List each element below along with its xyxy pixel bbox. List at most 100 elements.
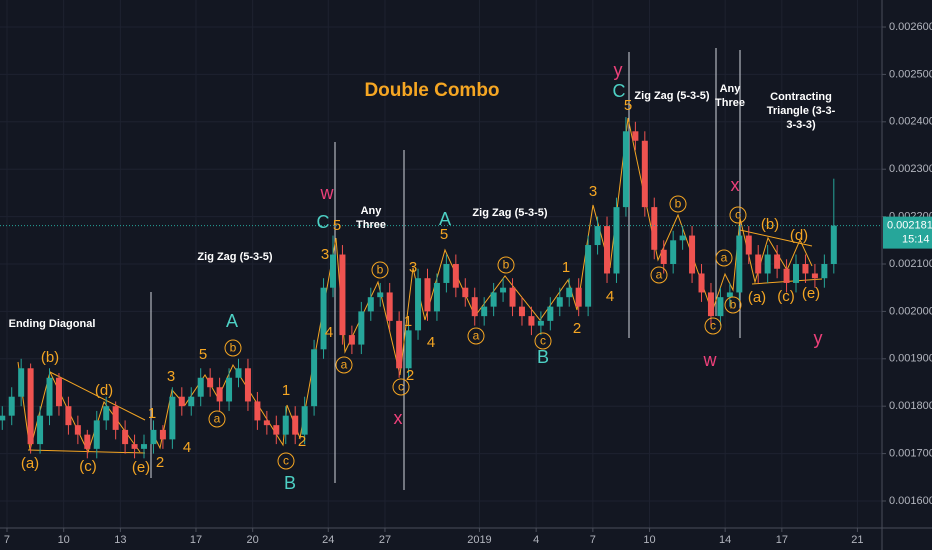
wave-label: w — [320, 183, 334, 203]
x-tick-label: 10 — [58, 534, 70, 546]
wave-label: (a) — [747, 289, 767, 306]
candle-body — [528, 316, 535, 326]
wave-label: c — [277, 452, 295, 470]
candle-body — [651, 207, 658, 250]
candle-body — [329, 254, 336, 288]
candle-body — [282, 415, 289, 435]
x-tick-label: 2019 — [467, 534, 491, 546]
candle-body — [254, 401, 261, 421]
candle-body — [537, 320, 544, 326]
candle-body — [793, 264, 800, 283]
wave-label: Any Three — [356, 205, 386, 231]
candle-body — [632, 131, 639, 141]
candle-body — [122, 429, 129, 445]
wave-label: A — [438, 209, 452, 229]
candle-body — [188, 396, 195, 407]
wave-label: Zig Zag (5-3-5) — [197, 251, 273, 263]
candle-body — [736, 235, 743, 293]
candle-body — [405, 330, 412, 369]
candle-body — [226, 377, 233, 402]
candle-body — [585, 245, 592, 307]
wave-label: Any Three — [715, 83, 745, 109]
candle-body — [150, 429, 157, 445]
wave-label: 1 — [403, 313, 413, 330]
candle-body — [27, 368, 34, 445]
wave-label: a — [715, 249, 733, 267]
wave-label: C — [612, 81, 626, 101]
candle-body — [509, 287, 516, 307]
wave-label: y — [613, 60, 623, 80]
wave-label: 4 — [182, 439, 192, 456]
wave-label: 4 — [324, 324, 334, 341]
wave-line — [17, 361, 141, 454]
candle-body — [197, 377, 204, 397]
wave-label: x — [730, 175, 740, 195]
x-tick-label: 24 — [322, 534, 334, 546]
candle-body — [367, 297, 374, 312]
candle-body — [415, 278, 422, 331]
candle-body — [377, 292, 384, 298]
candle-body — [348, 335, 355, 345]
wave-line — [739, 229, 813, 247]
wave-label: b — [669, 195, 687, 213]
candle-body — [301, 406, 308, 435]
wave-label: (e) — [131, 459, 151, 476]
candle-body — [93, 420, 100, 449]
wave-label: 1 — [147, 405, 157, 422]
wave-label: w — [703, 350, 717, 370]
countdown: 15:14 — [902, 234, 930, 246]
wave-label: 4 — [426, 334, 436, 351]
candle-body — [556, 297, 563, 307]
wave-label: Double Combo — [364, 80, 500, 101]
candle-body — [613, 207, 620, 274]
x-tick-label: 20 — [247, 534, 259, 546]
wave-label: Zig Zag (5-3-5) — [472, 207, 548, 219]
wave-label: a — [208, 410, 226, 428]
candle-body — [8, 396, 15, 416]
y-tick-label: 0.002000 — [889, 305, 932, 317]
candle-body — [433, 282, 440, 312]
x-tick-label: 4 — [533, 534, 539, 546]
candle-body — [689, 235, 696, 274]
candle-body — [207, 377, 214, 388]
wave-label: (a) — [20, 455, 40, 472]
candle-body — [726, 292, 733, 298]
wave-label: (d) — [94, 382, 114, 399]
candle-body — [74, 425, 81, 435]
y-tick-label: 0.002300 — [889, 163, 932, 175]
candle-body — [273, 425, 280, 435]
y-tick-label: 0.002500 — [889, 68, 932, 80]
candle-body — [37, 415, 44, 445]
candle-body — [707, 292, 714, 317]
wave-label: b — [497, 256, 515, 274]
candle-body — [292, 415, 299, 435]
wave-label: y — [813, 328, 823, 348]
wave-label: 3 — [408, 259, 418, 276]
candle-body — [103, 406, 110, 421]
x-tick-label: 21 — [851, 534, 863, 546]
wave-label: 2 — [405, 367, 415, 384]
candle-body — [263, 420, 270, 426]
candle-body — [717, 297, 724, 317]
x-tick-label: 14 — [719, 534, 731, 546]
wave-label: b — [724, 296, 742, 314]
candle-body — [235, 368, 242, 378]
wave-label: B — [283, 473, 297, 493]
candle-body — [443, 264, 450, 283]
candle-body — [84, 434, 91, 449]
candle-body — [112, 406, 119, 430]
candle-body — [452, 264, 459, 288]
y-tick-label: 0.002400 — [889, 116, 932, 128]
wave-label: 2 — [297, 433, 307, 450]
candle-body — [0, 415, 6, 421]
candle-body — [471, 297, 478, 317]
candle-body — [339, 254, 346, 336]
wave-label: 5 — [332, 217, 342, 234]
wave-label: Ending Diagonal — [8, 318, 96, 330]
y-tick-label: 0.001900 — [889, 353, 932, 365]
candle-body — [641, 140, 648, 208]
wave-label: 1 — [561, 259, 571, 276]
wave-label: 2 — [155, 454, 165, 471]
wave-label: 5 — [198, 346, 208, 363]
wave-label: (e) — [801, 285, 821, 302]
